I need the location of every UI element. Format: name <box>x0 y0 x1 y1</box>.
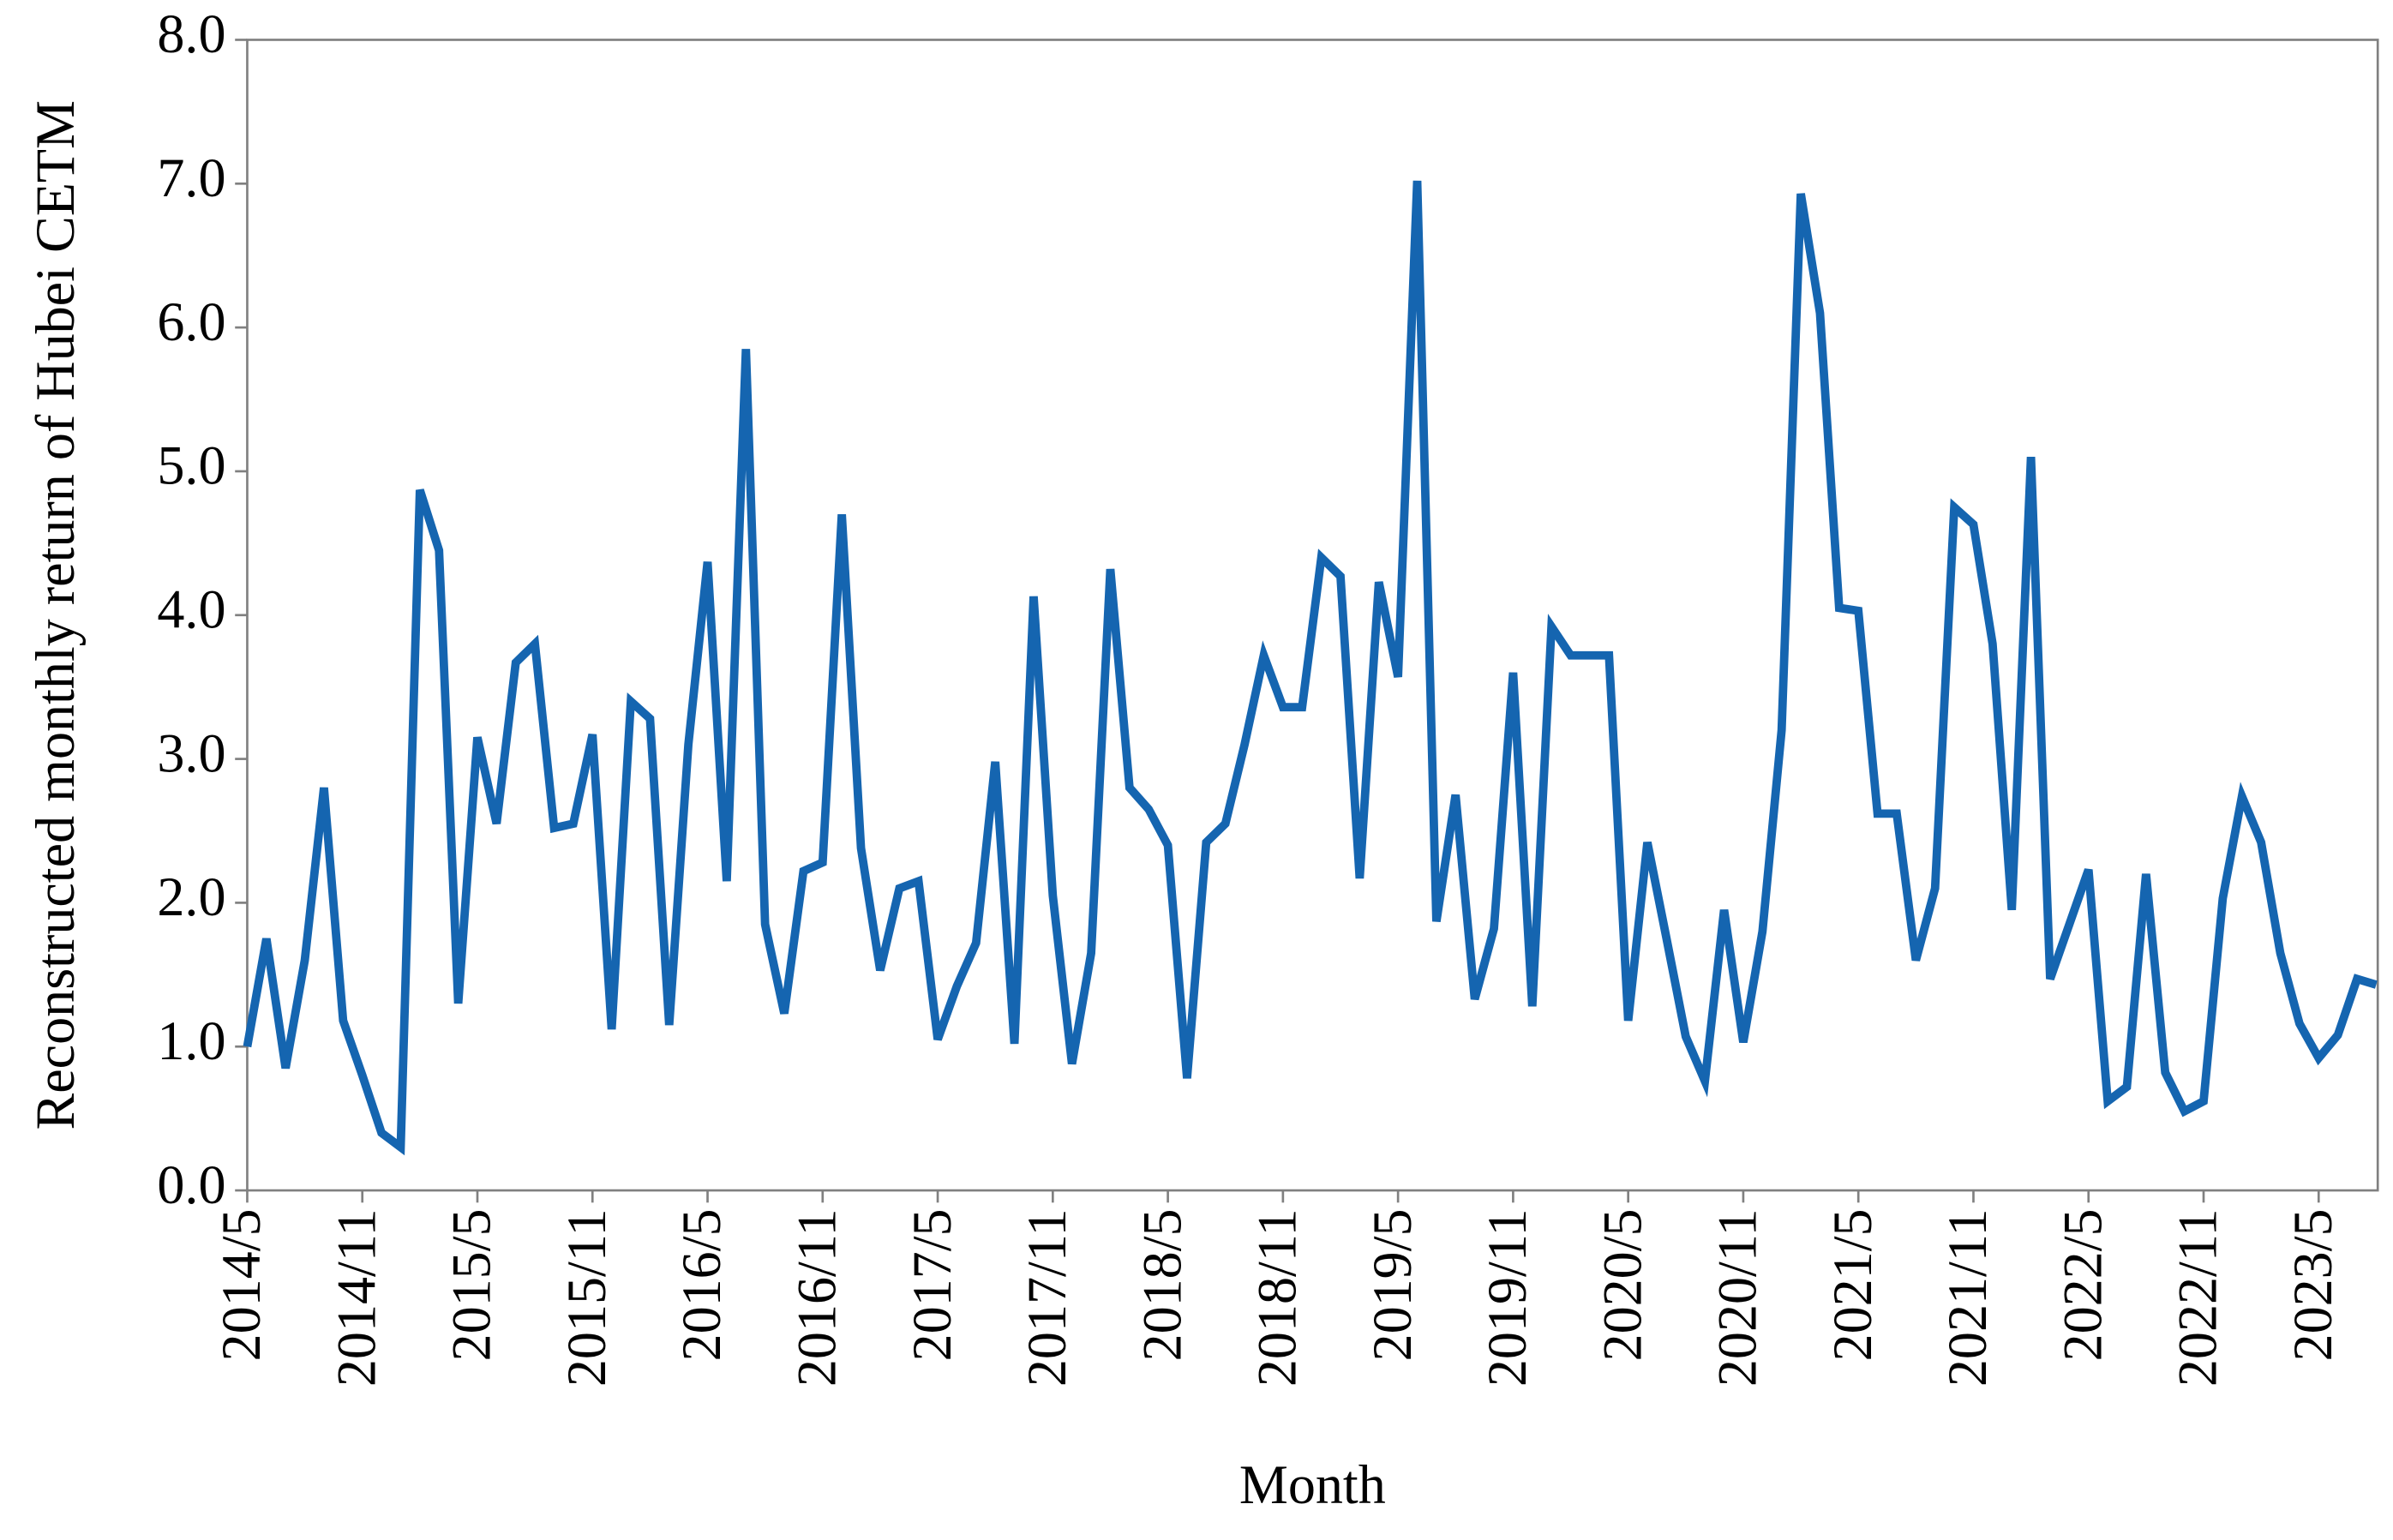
y-tick-label: 4.0 <box>157 578 225 639</box>
y-axis-title: Reconstructed monthly return of Hubei CE… <box>25 100 86 1130</box>
x-tick-label: 2022/11 <box>2168 1208 2228 1387</box>
x-tick-label: 2020/11 <box>1707 1208 1768 1387</box>
x-tick-label: 2021/5 <box>1822 1208 1883 1361</box>
plot-frame <box>246 39 2379 1192</box>
x-tick-label: 2019/5 <box>1362 1208 1423 1361</box>
x-tick-label: 2016/11 <box>786 1208 847 1387</box>
x-tick-label: 2015/11 <box>556 1208 617 1387</box>
x-tick-label: 2018/11 <box>1247 1208 1308 1387</box>
x-tick-label: 2014/5 <box>211 1208 272 1361</box>
x-tick-label: 2022/5 <box>2052 1208 2113 1361</box>
x-tick-label: 2016/5 <box>671 1208 732 1361</box>
x-tick-label: 2014/11 <box>326 1208 387 1387</box>
x-tick-label: 2020/5 <box>1592 1208 1652 1361</box>
y-tick-label: 7.0 <box>157 147 225 208</box>
x-tick-label: 2017/11 <box>1017 1208 1077 1387</box>
x-axis-title: Month <box>1239 1454 1386 1515</box>
x-tick-label: 2018/5 <box>1131 1208 1192 1361</box>
x-tick-label: 2021/11 <box>1937 1208 1998 1387</box>
y-tick-label: 3.0 <box>157 722 225 783</box>
y-tick-label: 2.0 <box>157 866 225 927</box>
x-tick-label: 2015/5 <box>441 1208 502 1361</box>
y-tick-label: 8.0 <box>157 3 225 64</box>
x-tick-label: 2023/5 <box>2282 1208 2343 1361</box>
x-tick-label: 2017/5 <box>902 1208 963 1361</box>
x-tick-label: 2019/11 <box>1477 1208 1538 1387</box>
data-line <box>243 180 2378 1156</box>
y-tick-label: 1.0 <box>157 1010 225 1071</box>
y-tick-label: 6.0 <box>157 291 225 352</box>
y-tick-label: 0.0 <box>157 1154 225 1215</box>
y-tick-label: 5.0 <box>157 435 225 496</box>
